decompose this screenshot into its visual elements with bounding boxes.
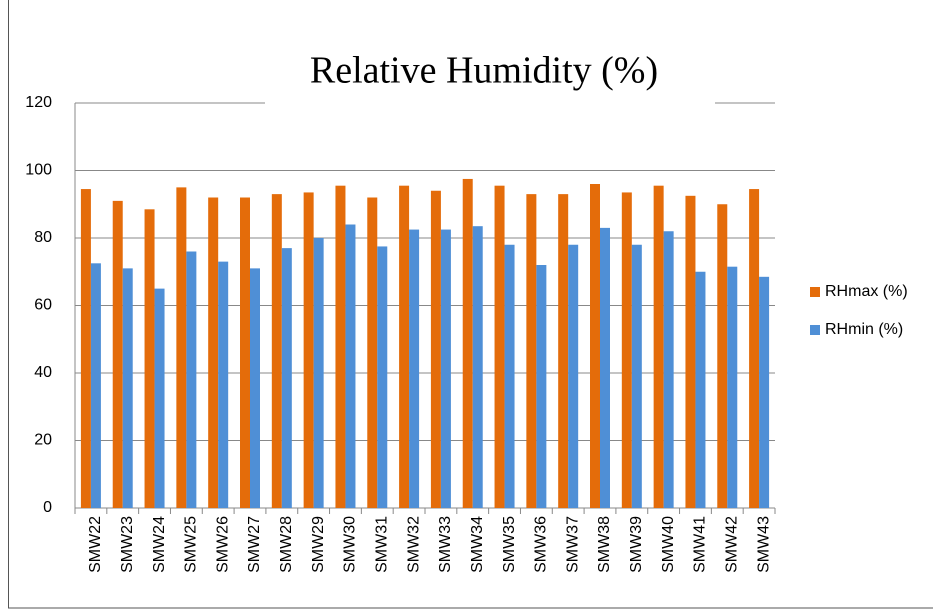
x-tick-label: SMW42 bbox=[723, 516, 740, 573]
bar bbox=[112, 200, 123, 508]
x-tick-label: SMW34 bbox=[469, 516, 486, 573]
x-tick-label: SMW27 bbox=[246, 516, 263, 573]
bar bbox=[218, 261, 229, 508]
bar bbox=[727, 266, 738, 508]
x-tick-label: SMW23 bbox=[119, 516, 136, 573]
bar bbox=[430, 190, 441, 508]
x-tick-label: SMW24 bbox=[151, 516, 168, 573]
bar bbox=[653, 185, 664, 508]
y-tick-label: 40 bbox=[34, 364, 52, 381]
bar bbox=[685, 195, 696, 508]
bar bbox=[462, 178, 473, 508]
bar bbox=[749, 189, 760, 508]
bar bbox=[558, 194, 569, 508]
y-tick-label: 60 bbox=[34, 297, 52, 314]
legend-label: RHmax (%) bbox=[825, 283, 908, 300]
bar bbox=[80, 189, 91, 508]
x-tick-label: SMW22 bbox=[87, 516, 104, 573]
x-tick-label: SMW30 bbox=[342, 516, 359, 573]
bar bbox=[186, 251, 197, 508]
bar bbox=[154, 288, 165, 508]
bar bbox=[345, 224, 356, 508]
bar bbox=[631, 244, 642, 508]
bar bbox=[377, 246, 388, 508]
bar bbox=[663, 231, 674, 508]
bar bbox=[759, 276, 770, 508]
bar bbox=[621, 192, 632, 508]
y-tick-label: 20 bbox=[34, 432, 52, 449]
bar bbox=[271, 194, 282, 508]
x-tick-label: SMW39 bbox=[628, 516, 645, 573]
bar bbox=[250, 268, 260, 508]
bar bbox=[526, 194, 537, 508]
bar bbox=[472, 226, 483, 508]
bar bbox=[536, 265, 547, 508]
x-tick-label: SMW29 bbox=[310, 516, 327, 573]
bar bbox=[122, 268, 133, 508]
x-tick-label: SMW25 bbox=[183, 516, 200, 573]
bar bbox=[440, 229, 451, 508]
legend-swatch bbox=[810, 325, 820, 335]
x-tick-label: SMW35 bbox=[501, 516, 518, 573]
bar bbox=[303, 192, 314, 508]
y-tick-label: 120 bbox=[25, 94, 52, 111]
chart-title: Relative Humidity (%) bbox=[310, 50, 658, 92]
y-tick-label: 100 bbox=[25, 162, 52, 179]
bar bbox=[717, 204, 728, 508]
x-tick-label: SMW36 bbox=[533, 516, 550, 573]
bar bbox=[494, 185, 505, 508]
bar bbox=[335, 185, 346, 508]
x-tick-label: SMW40 bbox=[660, 516, 677, 573]
x-tick-label: SMW28 bbox=[278, 516, 295, 573]
x-tick-label: SMW38 bbox=[596, 516, 613, 573]
x-tick-label: SMW31 bbox=[373, 516, 390, 573]
bar bbox=[281, 248, 292, 508]
bar bbox=[504, 244, 515, 508]
title-background bbox=[265, 45, 715, 115]
y-tick-label: 80 bbox=[34, 229, 52, 246]
legend-swatch bbox=[810, 287, 820, 297]
y-tick-label: 0 bbox=[43, 499, 52, 516]
bar bbox=[208, 197, 219, 508]
bar bbox=[409, 229, 420, 508]
bar bbox=[695, 271, 706, 508]
x-tick-label: SMW37 bbox=[564, 516, 581, 573]
bar bbox=[399, 185, 410, 508]
bar bbox=[600, 227, 610, 508]
x-tick-label: SMW43 bbox=[755, 516, 772, 573]
x-tick-label: SMW33 bbox=[437, 516, 454, 573]
x-tick-label: SMW41 bbox=[692, 516, 709, 573]
legend-label: RHmin (%) bbox=[825, 321, 903, 338]
bar bbox=[313, 238, 324, 508]
bar bbox=[590, 184, 600, 508]
bar bbox=[367, 197, 378, 508]
bar bbox=[240, 197, 250, 508]
bar bbox=[568, 244, 579, 508]
bar bbox=[176, 187, 187, 508]
x-tick-label: SMW32 bbox=[405, 516, 422, 573]
bar bbox=[90, 263, 101, 508]
x-tick-label: SMW26 bbox=[214, 516, 231, 573]
bar bbox=[144, 209, 155, 508]
